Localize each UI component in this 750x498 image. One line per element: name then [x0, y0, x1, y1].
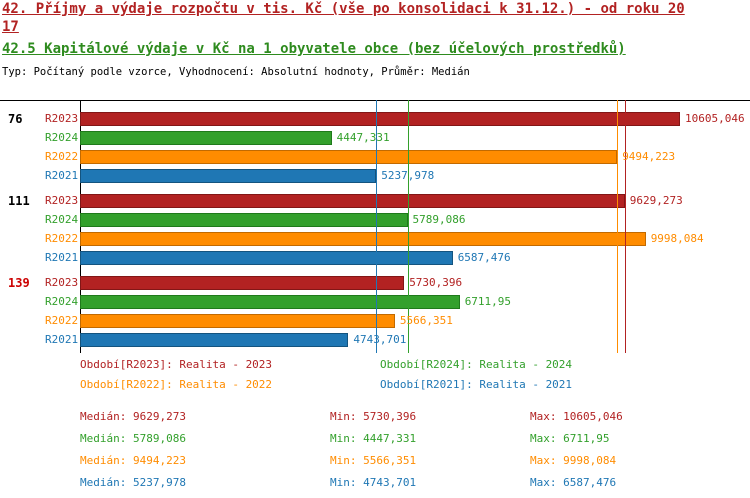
bar-r2021: [80, 333, 349, 347]
group-label: 76: [8, 112, 23, 126]
stats-row-r2021: Medián: 5237,978 Min: 4743,701 Max: 6587…: [0, 476, 750, 498]
x-axis-line: [0, 100, 750, 101]
stat-max: Max: 9998,084: [530, 454, 617, 467]
median-line-r2024: [407, 100, 409, 353]
bar-r2022: [80, 232, 646, 246]
legend-row: Období[R2023]: Realita - 2023 Období[R20…: [0, 358, 750, 378]
bar-r2023: [80, 112, 680, 126]
legend-item-r2023: Období[R2023]: Realita - 2023: [80, 358, 273, 371]
chart-subtitle: 42.5 Kapitálové výdaje v Kč na 1 obyvate…: [2, 41, 626, 57]
bar-r2024: [80, 131, 332, 145]
stats-row-r2024: Medián: 5789,086 Min: 4447,331 Max: 6711…: [0, 432, 750, 454]
bar-r2023: [80, 194, 625, 208]
bar-r2023: [80, 276, 405, 290]
chart-legend: Období[R2023]: Realita - 2023 Období[R20…: [0, 358, 750, 398]
bar-r2024: [80, 295, 460, 309]
stat-median: Medián: 5237,978: [80, 476, 186, 489]
stat-min: Min: 5730,396: [330, 410, 417, 423]
median-line-r2021: [376, 100, 378, 353]
stat-max: Max: 6711,95: [530, 432, 610, 445]
series-label: R2021: [45, 333, 79, 346]
stat-median: Medián: 9494,223: [80, 454, 186, 467]
bar-r2021: [80, 251, 453, 265]
median-line-r2022: [617, 100, 619, 353]
stat-max: Max: 10605,046: [530, 410, 623, 423]
stat-min: Min: 5566,351: [330, 454, 417, 467]
bar-value-label: 5566,351: [399, 314, 453, 327]
bar-value-label: 5237,978: [381, 169, 435, 182]
median-line-r2023: [624, 100, 626, 353]
stat-median: Medián: 9629,273: [80, 410, 186, 423]
series-label: R2021: [45, 169, 79, 182]
bar-value-label: 4743,701: [353, 333, 407, 346]
stats-row-r2022: Medián: 9494,223 Min: 5566,351 Max: 9998…: [0, 454, 750, 476]
series-label: R2023: [45, 112, 79, 125]
series-label: R2022: [45, 232, 79, 245]
bar-chart-plot: 76 R2023 10605,046 R2024 4447,331 R2022 9494,2…: [0, 100, 750, 360]
stat-max: Max: 6587,476: [530, 476, 617, 489]
bar-value-label: 6711,95: [464, 295, 512, 308]
series-label: R2024: [45, 213, 79, 226]
bar-value-label: 9494,223: [622, 150, 676, 163]
bar-value-label: 5789,086: [412, 213, 466, 226]
series-label: R2023: [45, 194, 79, 207]
bar-value-label: 5730,396: [409, 276, 463, 289]
series-label: R2022: [45, 314, 79, 327]
series-label: R2024: [45, 131, 79, 144]
chart-title-line1: 42. Příjmy a výdaje rozpočtu v tis. Kč (…: [2, 1, 685, 17]
chart-stats: Medián: 9629,273 Min: 5730,396 Max: 1060…: [0, 410, 750, 498]
stat-min: Min: 4743,701: [330, 476, 417, 489]
group-label: 139: [8, 276, 30, 290]
stat-median: Medián: 5789,086: [80, 432, 186, 445]
chart-meta: Typ: Počítaný podle vzorce, Vyhodnocení:…: [2, 66, 470, 78]
stat-min: Min: 4447,331: [330, 432, 417, 445]
legend-item-r2024: Období[R2024]: Realita - 2024: [380, 358, 573, 371]
bar-r2024: [80, 213, 408, 227]
group-label: 111: [8, 194, 30, 208]
bar-value-label: 6587,476: [457, 251, 511, 264]
series-label: R2023: [45, 276, 79, 289]
bar-r2022: [80, 314, 395, 328]
stats-row-r2023: Medián: 9629,273 Min: 5730,396 Max: 1060…: [0, 410, 750, 432]
bar-value-label: 4447,331: [336, 131, 390, 144]
series-label: R2022: [45, 150, 79, 163]
bar-r2022: [80, 150, 618, 164]
series-label: R2021: [45, 251, 79, 264]
chart-title-line2: 17: [2, 19, 19, 35]
bar-value-label: 9629,273: [629, 194, 683, 207]
bar-value-label: 10605,046: [685, 112, 745, 125]
legend-item-r2021: Období[R2021]: Realita - 2021: [380, 378, 573, 391]
bar-value-label: 9998,084: [650, 232, 704, 245]
legend-item-r2022: Období[R2022]: Realita - 2022: [80, 378, 273, 391]
bar-r2021: [80, 169, 377, 183]
series-label: R2024: [45, 295, 79, 308]
legend-row: Období[R2022]: Realita - 2022 Období[R20…: [0, 378, 750, 398]
